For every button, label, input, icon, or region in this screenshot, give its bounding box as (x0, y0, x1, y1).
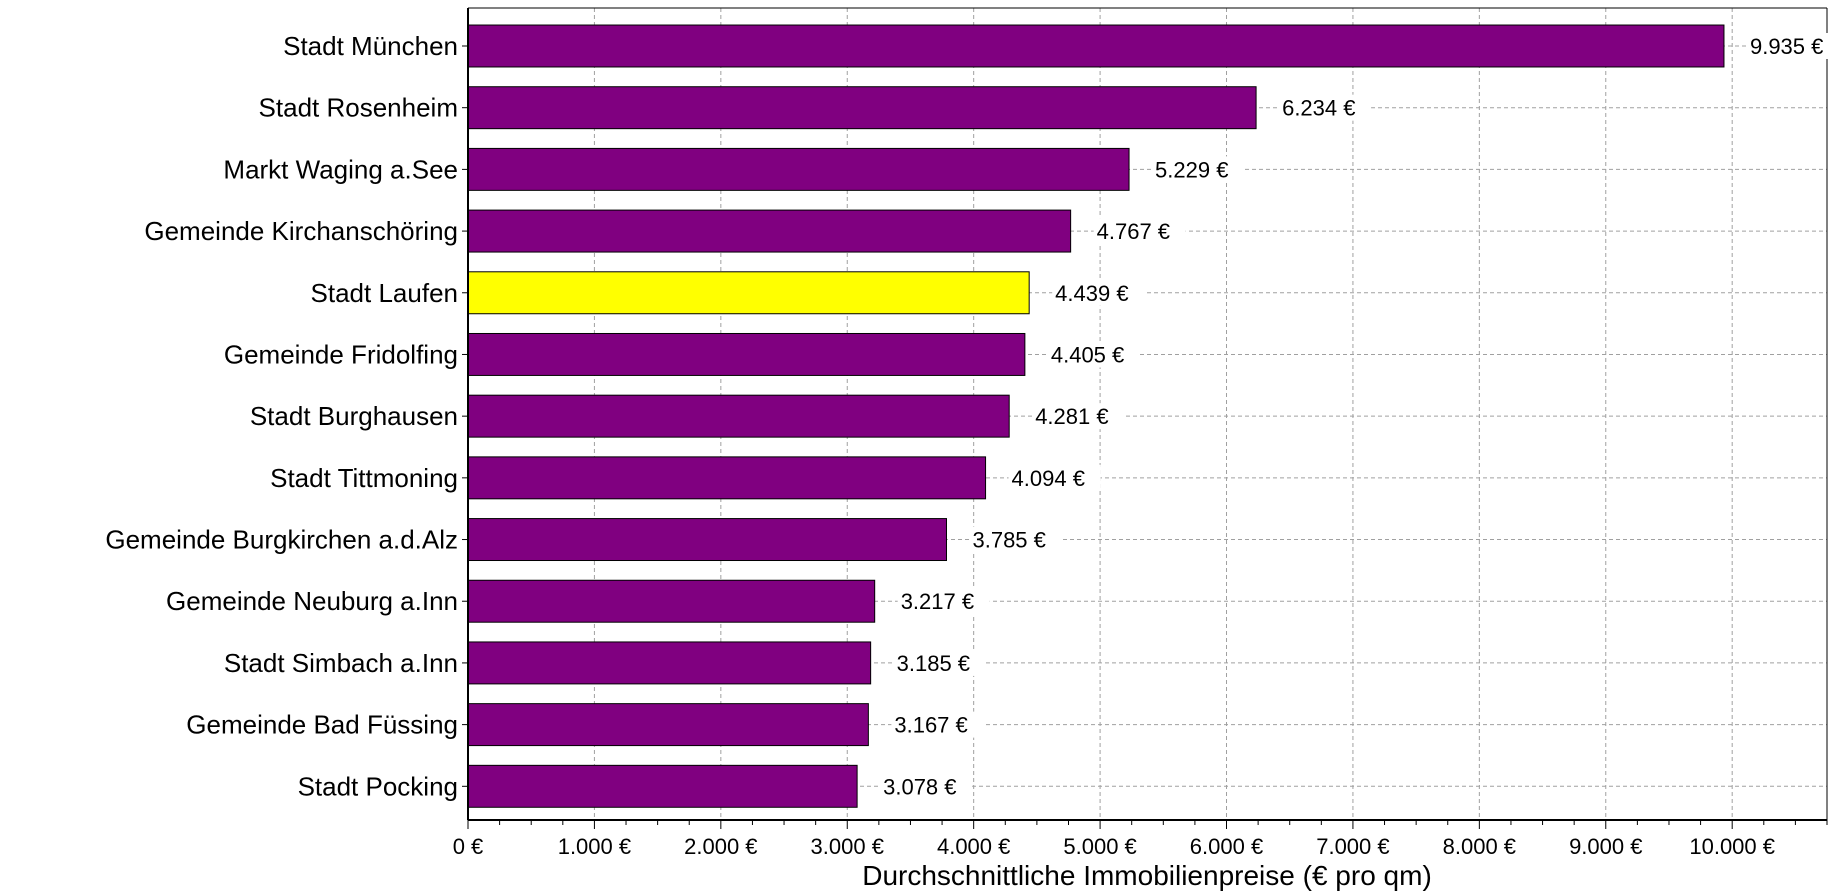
data-label: 5.229 € (1155, 157, 1228, 182)
bar (467, 271, 1030, 315)
x-tick-label: 10.000 € (1689, 834, 1775, 859)
x-axis-ticks: 0 € 1.000 € 2.000 € 3.000 € 4.000 € 5.000 € 6.… (453, 820, 1828, 859)
x-tick-label: 4.000 € (937, 834, 1010, 859)
category-label: Stadt Simbach a.Inn (224, 648, 458, 678)
data-labels: 9.935 € 6.234 € 5.229 € 4.767 € 4.439 € 4.405… (880, 33, 1839, 800)
x-tick-label: 1.000 € (558, 834, 631, 859)
axes (467, 7, 1828, 821)
x-axis-title: Durchschnittliche Immobilienpreise (€ pr… (862, 860, 1432, 891)
bar (467, 209, 1072, 253)
bar (467, 147, 1130, 191)
category-label: Stadt Laufen (311, 278, 458, 308)
data-label-background (891, 711, 984, 738)
category-label: Stadt Rosenheim (259, 93, 458, 123)
bar (467, 456, 987, 500)
data-label-background (897, 588, 990, 615)
x-tick-label: 8.000 € (1443, 834, 1516, 859)
data-label: 3.217 € (901, 589, 974, 614)
data-label-background (1746, 33, 1839, 59)
data-label-background (1047, 341, 1140, 368)
data-label-background (1032, 403, 1125, 430)
bar (467, 24, 1725, 68)
category-label: Stadt Tittmoning (270, 463, 458, 493)
data-label: 4.767 € (1097, 219, 1170, 244)
category-label: Gemeinde Bad Füssing (186, 710, 458, 740)
data-label-background (1279, 94, 1372, 121)
bar (467, 641, 872, 685)
data-label: 9.935 € (1750, 34, 1823, 59)
bar (467, 764, 858, 808)
x-tick-label: 0 € (453, 834, 484, 859)
category-label: Gemeinde Kirchanschöring (144, 216, 458, 246)
x-tick-label: 7.000 € (1316, 834, 1389, 859)
data-label: 3.078 € (883, 774, 956, 799)
x-tick-label: 3.000 € (811, 834, 884, 859)
data-label-background (1093, 218, 1186, 245)
data-label-background (1052, 279, 1145, 306)
category-label: Stadt Pocking (298, 771, 458, 801)
data-label: 4.281 € (1035, 404, 1108, 429)
bar (467, 86, 1257, 130)
x-tick-label: 5.000 € (1063, 834, 1136, 859)
category-label: Markt Waging a.See (223, 154, 458, 184)
data-label-background (893, 649, 986, 676)
data-label: 4.094 € (1012, 466, 1085, 491)
bar (467, 332, 1026, 376)
category-label: Gemeinde Burgkirchen a.d.Alz (105, 525, 458, 555)
category-label: Stadt München (283, 31, 458, 61)
data-label: 6.234 € (1282, 96, 1355, 121)
category-label: Gemeinde Neuburg a.Inn (166, 586, 458, 616)
bar (467, 579, 876, 623)
data-label-background (1152, 156, 1245, 183)
x-tick-label: 9.000 € (1569, 834, 1642, 859)
data-label-background (969, 526, 1062, 553)
category-label: Stadt Burghausen (250, 401, 458, 431)
data-label-background (1008, 464, 1101, 491)
data-label: 4.405 € (1051, 342, 1124, 367)
bar (467, 394, 1010, 438)
bars-group (467, 24, 1725, 808)
data-label: 4.439 € (1055, 281, 1128, 306)
data-label: 3.785 € (972, 528, 1045, 553)
data-label: 3.167 € (894, 713, 967, 738)
category-labels: Stadt München Stadt Rosenheim Markt Waging… (105, 31, 458, 801)
data-label-background (880, 773, 973, 800)
bar (467, 703, 869, 747)
data-label: 3.185 € (897, 651, 970, 676)
category-label: Gemeinde Fridolfing (224, 339, 458, 369)
x-tick-label: 2.000 € (684, 834, 757, 859)
x-tick-label: 6.000 € (1190, 834, 1263, 859)
bar (467, 518, 947, 562)
